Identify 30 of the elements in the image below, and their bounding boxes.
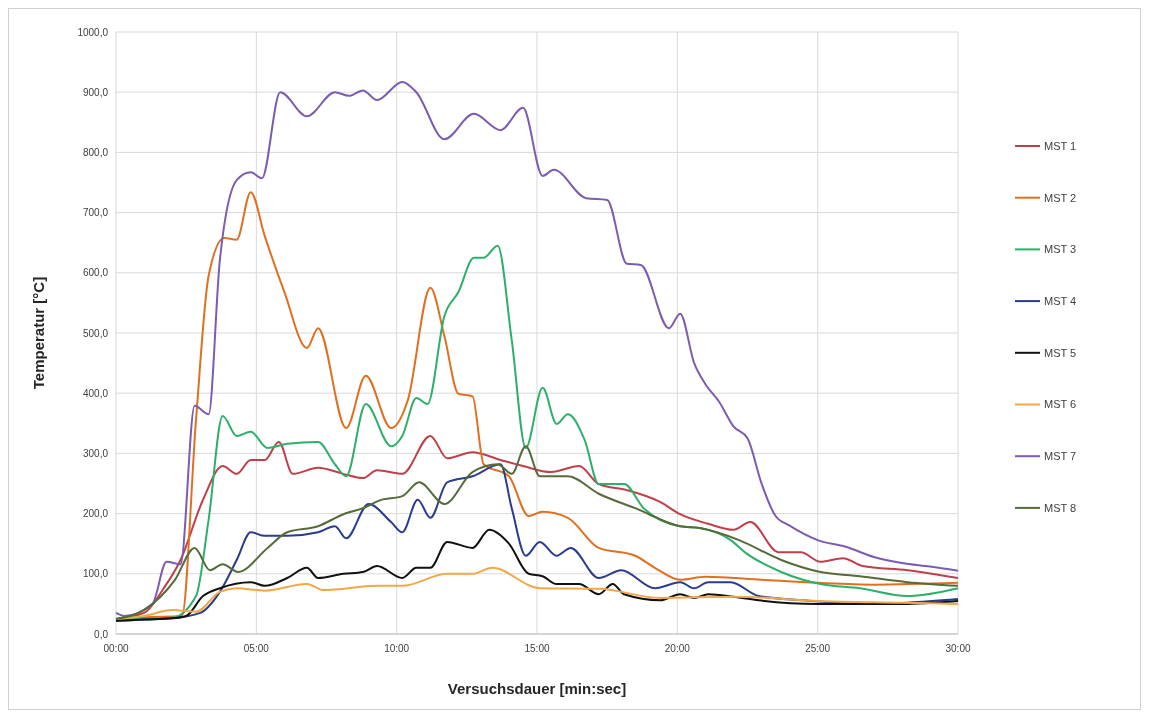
y-tick-label: 0,0 bbox=[94, 628, 109, 640]
y-tick-label: 100,0 bbox=[82, 568, 109, 580]
y-tick-label: 800,0 bbox=[82, 146, 109, 158]
x-tick-label: 25:00 bbox=[805, 643, 831, 654]
x-tick-label: 05:00 bbox=[243, 643, 270, 654]
legend-label: MST 5 bbox=[1044, 346, 1077, 359]
x-tick-label: 00:00 bbox=[103, 643, 129, 654]
y-tick-label: 400,0 bbox=[82, 387, 109, 399]
y-axis-title: Temperatur [°C] bbox=[30, 276, 47, 390]
y-tick-label: 900,0 bbox=[82, 86, 109, 98]
legend-label: MST 1 bbox=[1044, 139, 1077, 152]
y-tick-label: 300,0 bbox=[82, 447, 109, 459]
y-tick-label: 500,0 bbox=[82, 327, 109, 339]
x-tick-label: 20:00 bbox=[664, 643, 691, 654]
y-tick-label: 700,0 bbox=[82, 207, 109, 219]
x-tick-label: 10:00 bbox=[384, 643, 410, 654]
legend-label: MST 7 bbox=[1044, 450, 1077, 463]
line-series bbox=[115, 80, 959, 617]
x-tick-label: 15:00 bbox=[524, 643, 550, 654]
legend-label: MST 2 bbox=[1044, 191, 1077, 204]
line-series bbox=[115, 528, 959, 622]
legend-label: MST 8 bbox=[1044, 501, 1077, 514]
x-axis-title: Versuchsdauer [min:sec] bbox=[447, 680, 627, 697]
y-tick-label: 1000,0 bbox=[77, 26, 109, 38]
legend-label: MST 3 bbox=[1044, 243, 1077, 256]
y-tick-label: 200,0 bbox=[82, 508, 109, 520]
legend-label: MST 6 bbox=[1044, 398, 1077, 411]
y-tick-label: 600,0 bbox=[82, 267, 109, 279]
x-tick-label: 30:00 bbox=[945, 643, 971, 654]
legend-label: MST 4 bbox=[1044, 294, 1077, 307]
